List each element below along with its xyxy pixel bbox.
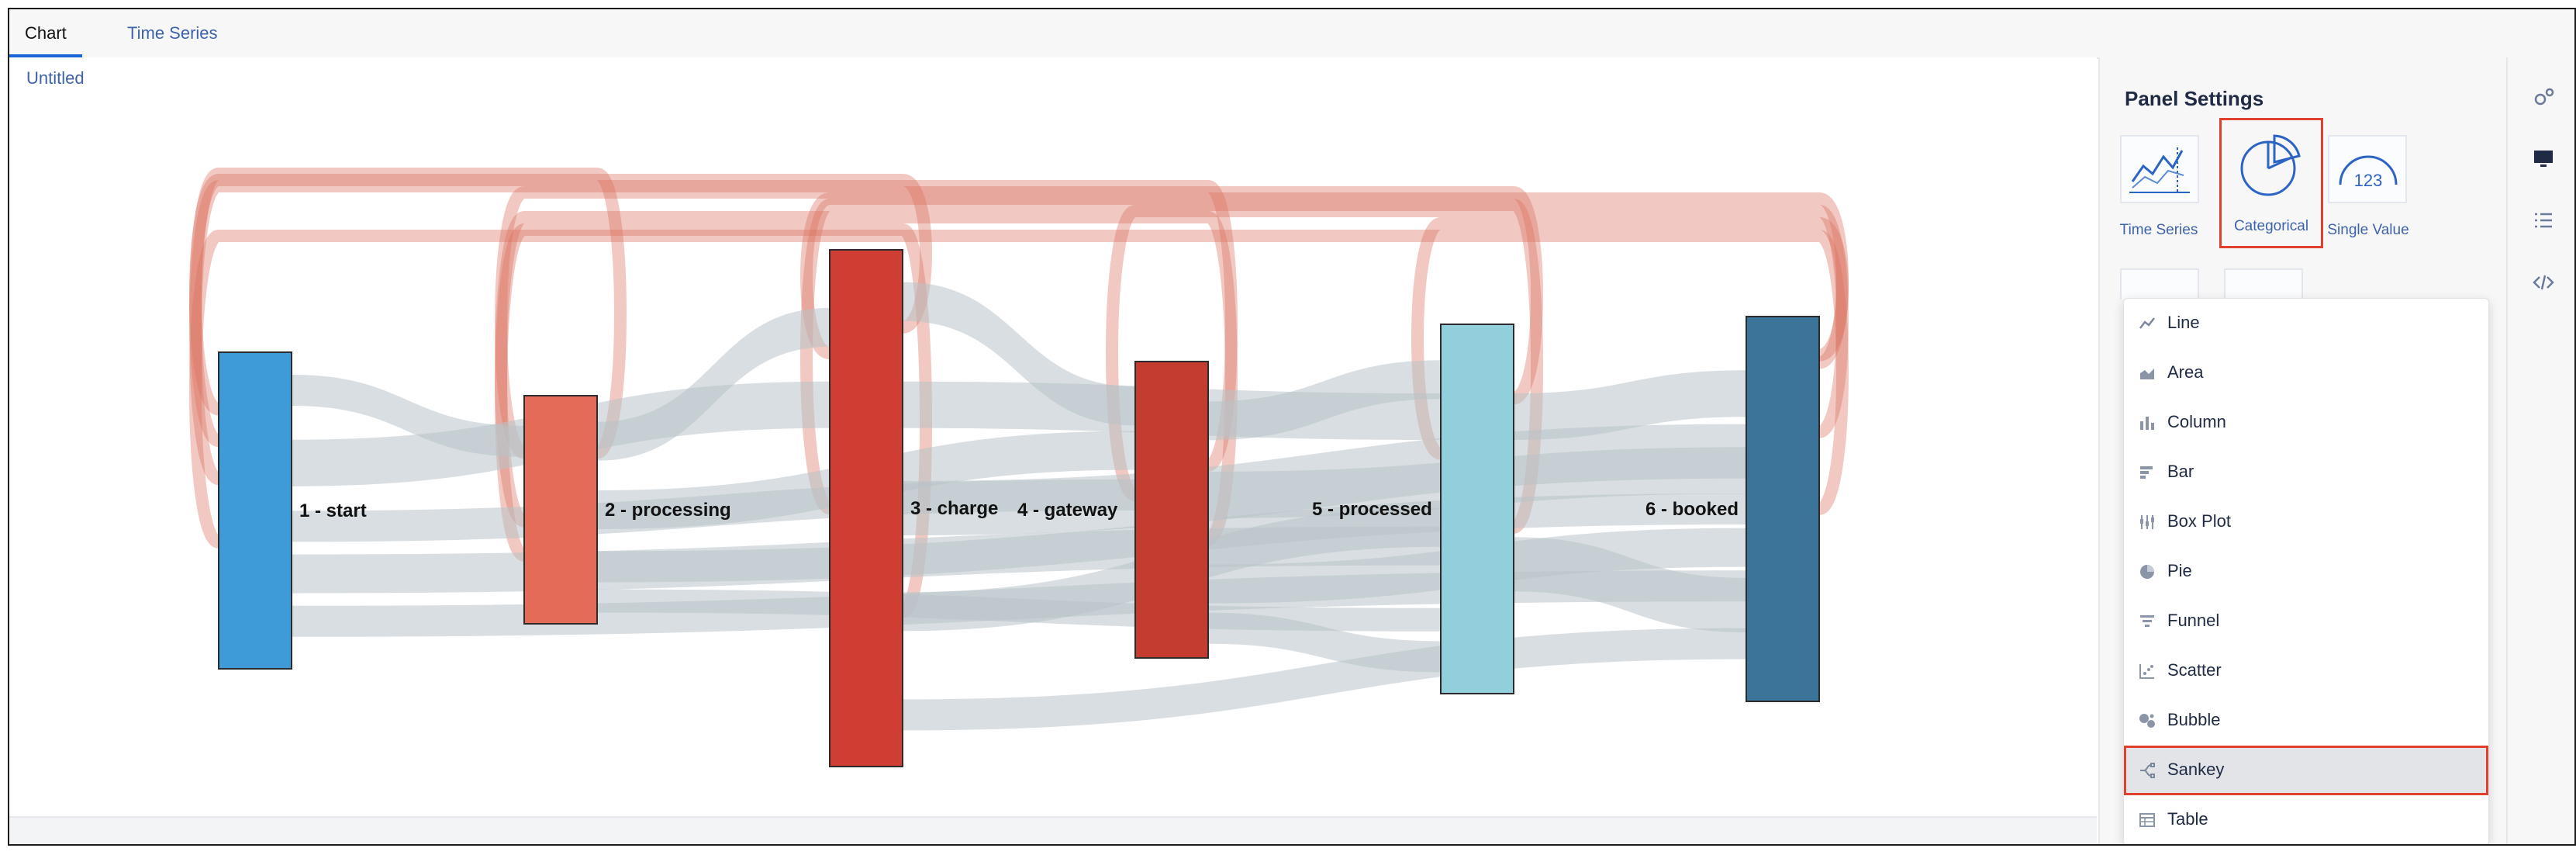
dropdown-item-label: Column: [2167, 412, 2226, 431]
back-link: [189, 230, 1849, 549]
pie-chart-icon: [2240, 134, 2301, 196]
sankey-node-label: 5 - processed: [1312, 499, 1432, 520]
forward-link: [597, 307, 830, 461]
sankey-node[interactable]: [1134, 361, 1209, 659]
dropdown-item-label: Bubble: [2167, 710, 2221, 729]
svg-text:123: 123: [2354, 171, 2383, 190]
dropdown-item-bubble[interactable]: Bubble: [2124, 696, 2488, 746]
dropdown-item-label: Line: [2167, 313, 2200, 332]
panel-title: Panel Settings: [2125, 87, 2264, 110]
dropdown-item-label: Bar: [2167, 462, 2194, 481]
dropdown-item-area[interactable]: Area: [2124, 348, 2488, 398]
sankey-node-label: 1 - start: [299, 500, 367, 521]
sankey-node-label: 3 - charge: [910, 498, 998, 519]
dropdown-item-sankey[interactable]: Sankey: [2124, 746, 2488, 795]
app-frame: Chart Time Series 1 - start 2 - processin…: [8, 8, 2576, 846]
sankey-node[interactable]: [829, 249, 903, 767]
bar-chart-icon: [2140, 466, 2153, 479]
chart-area: 1 - start 2 - processing 3 - charge 4 - gat…: [9, 57, 2097, 818]
sankey-node[interactable]: [218, 351, 292, 670]
dropdown-item-box-plot[interactable]: Box Plot: [2124, 497, 2488, 547]
dropdown-item-label: Scatter: [2167, 660, 2222, 680]
viz-label-time-series: Time Series: [2119, 222, 2198, 238]
sankey-node-label: 6 - booked: [1645, 499, 1739, 520]
viz-card-single-value[interactable]: 123: [2328, 135, 2407, 203]
sankey-labels: 1 - start 2 - processing 3 - charge 4 - gat…: [299, 498, 1739, 521]
time-series-chart-icon: [2129, 147, 2190, 193]
scatter-icon: [2139, 664, 2154, 679]
settings-gears-icon[interactable]: [2531, 85, 2556, 110]
sankey-node[interactable]: [523, 395, 598, 625]
forward-link: [1208, 612, 1441, 673]
list-icon[interactable]: [2531, 208, 2556, 233]
dropdown-item-label: Box Plot: [2167, 511, 2231, 531]
monitor-icon[interactable]: [2531, 146, 2556, 171]
chart-title[interactable]: Untitled: [26, 68, 85, 88]
dropdown-item-label: Pie: [2167, 561, 2192, 580]
forward-link: [1208, 360, 1441, 441]
tab-chart[interactable]: Chart: [9, 9, 82, 57]
sankey-node[interactable]: [1746, 316, 1820, 702]
bubble-icon: [2139, 714, 2155, 728]
dropdown-item-label: Funnel: [2167, 611, 2220, 630]
dropdown-item-column[interactable]: Column: [2124, 398, 2488, 448]
column-chart-icon: [2140, 417, 2154, 430]
back-link: [189, 168, 627, 459]
viz-card-categorical[interactable]: Categorical: [2219, 118, 2323, 248]
dropdown-item-funnel[interactable]: Funnel: [2124, 597, 2488, 646]
tab-time-series[interactable]: Time Series: [127, 23, 218, 43]
pie-icon: [2140, 565, 2154, 579]
dropdown-item-label: Sankey: [2167, 760, 2225, 779]
dropdown-item-label: Area: [2167, 362, 2204, 382]
dropdown-item-label: Table: [2167, 809, 2208, 829]
chart-type-dropdown: Line Area Column Bar Box Plot Pie Funnel: [2123, 298, 2489, 844]
sankey-nodes: [218, 249, 1820, 767]
sankey-chart: 1 - start 2 - processing 3 - charge 4 - gat…: [189, 168, 1849, 767]
sankey-node[interactable]: [1440, 324, 1514, 694]
forward-link: [1514, 537, 1746, 632]
line-chart-icon: [2139, 317, 2155, 329]
viz-card-hidden-1[interactable]: [2120, 268, 2199, 299]
forward-link: [1514, 370, 1746, 440]
viz-label-single-value: Single Value: [2327, 222, 2409, 238]
back-link: [495, 186, 1543, 459]
sankey-icon: [2140, 763, 2155, 778]
viz-label-categorical: Categorical: [2233, 218, 2309, 234]
sankey-node-label: 2 - processing: [605, 500, 731, 521]
dropdown-item-pie[interactable]: Pie: [2124, 547, 2488, 597]
dropdown-item-table[interactable]: Table: [2124, 795, 2488, 844]
area-chart-icon: [2140, 369, 2154, 379]
dropdown-item-bar[interactable]: Bar: [2124, 448, 2488, 497]
tab-bar: Chart Time Series: [9, 9, 2574, 59]
code-icon[interactable]: [2531, 270, 2556, 295]
viz-card-hidden-2[interactable]: [2224, 268, 2303, 299]
funnel-icon: [2140, 615, 2154, 627]
viz-card-time-series[interactable]: [2120, 135, 2199, 203]
dropdown-item-line[interactable]: Line: [2124, 299, 2488, 348]
dropdown-item-scatter[interactable]: Scatter: [2124, 646, 2488, 696]
gauge-icon: 123: [2339, 155, 2398, 190]
right-rail: [2506, 57, 2574, 844]
table-icon: [2139, 813, 2155, 827]
sankey-node-label: 4 - gateway: [1017, 500, 1118, 521]
forward-link: [903, 628, 1746, 731]
box-plot-icon: [2140, 515, 2154, 529]
chart-footer: [9, 816, 2097, 844]
